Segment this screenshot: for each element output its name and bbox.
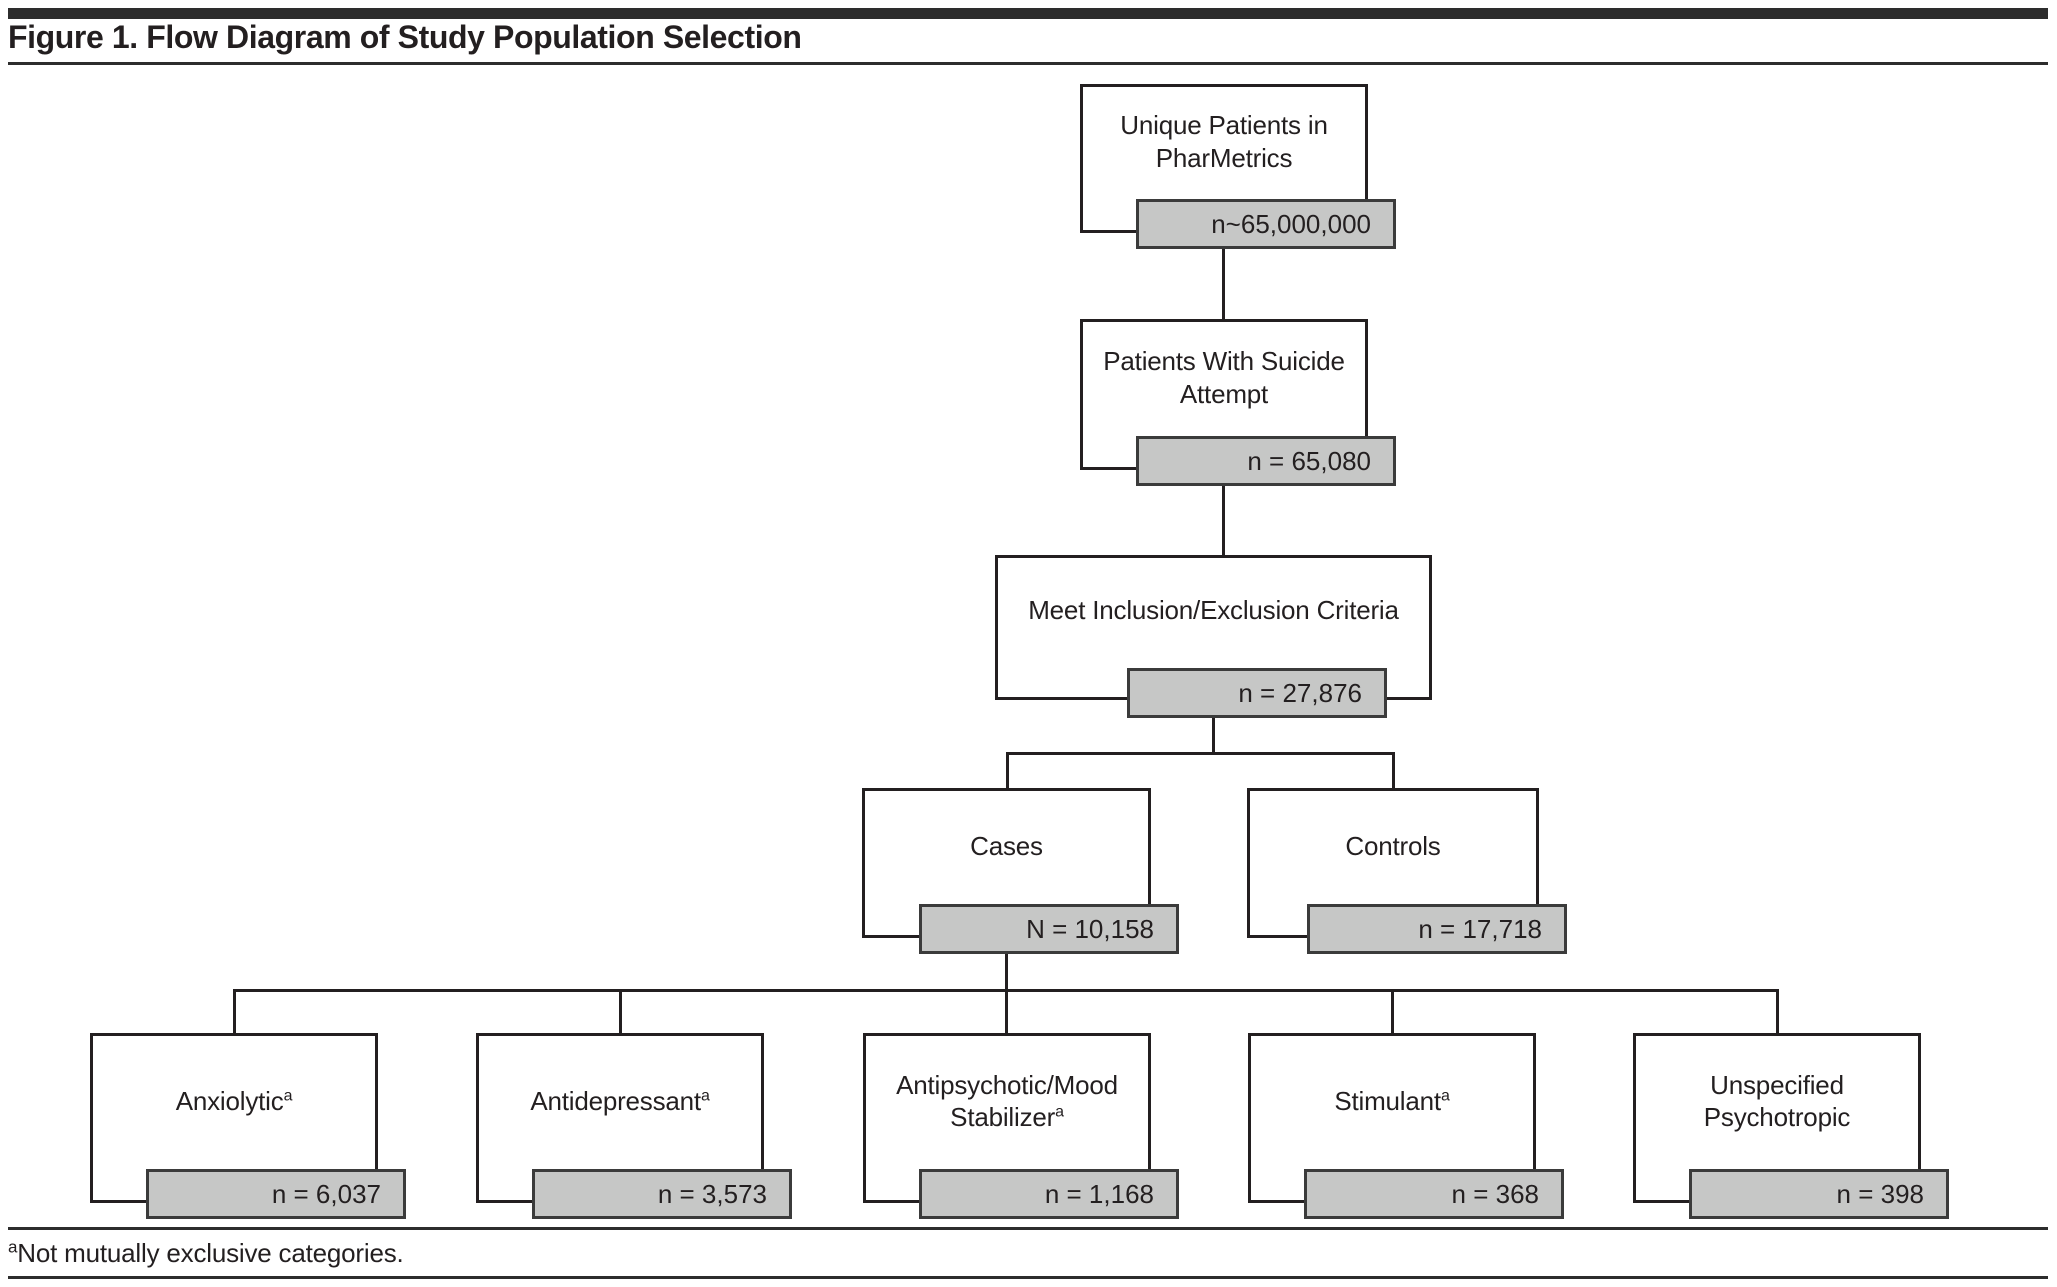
footnote: aNot mutually exclusive categories. [8,1238,404,1269]
node-stimulant: Stimulanta n = 368 [1248,1033,1564,1219]
node-stimulant-count-badge: n = 368 [1304,1169,1564,1219]
node-antipsychotic-mood-stabilizer-count-badge: n = 1,168 [919,1169,1179,1219]
node-label-superscript: a [1055,1103,1064,1121]
node-controls: Controls n = 17,718 [1247,788,1567,954]
connector-cases-controls-branch [1006,752,1395,755]
connector-criteria-stem [1212,716,1215,754]
node-inclusion-exclusion: Meet Inclusion/Exclusion Criteria n = 27… [995,555,1432,718]
node-label: Anxiolytica [176,1085,293,1118]
node-label: Cases [970,830,1043,863]
connector-cases-stem [1005,953,1008,991]
node-label: Antidepressanta [530,1085,710,1118]
node-label-text: Antidepressant [530,1085,701,1116]
node-cases: Cases N = 10,158 [862,788,1179,954]
connector-drop-anxiolytic [233,989,236,1035]
node-suicide-attempt: Patients With Suicide Attempt n = 65,080 [1080,319,1396,486]
title-divider [8,62,2048,65]
node-suicide-attempt-count-badge: n = 65,080 [1136,436,1396,486]
node-label-superscript: a [700,1087,710,1105]
node-controls-count-badge: n = 17,718 [1307,904,1567,954]
node-label: Unspecified Psychotropic [1650,1069,1904,1134]
node-unique-patients-count-badge: n~65,000,000 [1136,199,1396,249]
node-label-text: Anxiolytic [175,1085,284,1116]
node-label-text: Meet Inclusion/Exclusion Criteria [1028,595,1399,626]
node-label-text: Stimulant [1334,1085,1441,1116]
node-antipsychotic-mood-stabilizer: Antipsychotic/Mood Stabilizera n = 1,168 [863,1033,1179,1219]
node-label-superscript: a [283,1087,293,1105]
node-antidepressant: Antidepressanta n = 3,573 [476,1033,792,1219]
node-label: Patients With Suicide Attempt [1097,345,1351,410]
node-label: Controls [1345,830,1440,863]
connector-drop-stimulant [1391,989,1394,1035]
node-label-text: Patients With Suicide Attempt [1103,346,1345,409]
footnote-superscript: a [8,1237,18,1257]
node-label-text: Cases [970,830,1043,861]
footnote-divider-bottom [8,1276,2048,1279]
node-antidepressant-count-badge: n = 3,573 [532,1169,792,1219]
node-cases-count-badge: N = 10,158 [919,904,1179,954]
connector-drop-antidepressant [619,989,622,1035]
node-unspecified-psychotropic-count-badge: n = 398 [1689,1169,1949,1219]
node-label: Stimulanta [1334,1085,1449,1118]
node-label-text: Unique Patients in PharMetrics [1120,110,1328,173]
header-bar [8,8,2048,19]
node-label-superscript: a [1440,1087,1450,1105]
connector-drop-controls [1392,752,1395,790]
node-anxiolytic-count-badge: n = 6,037 [146,1169,406,1219]
node-label-text: Unspecified Psychotropic [1703,1069,1851,1133]
connector-suicide-to-criteria [1222,485,1225,556]
footnote-text: Not mutually exclusive categories. [17,1238,404,1268]
footnote-divider-top [8,1227,2048,1230]
node-inclusion-exclusion-count-badge: n = 27,876 [1127,668,1387,718]
node-unspecified-psychotropic: Unspecified Psychotropic n = 398 [1633,1033,1949,1219]
connector-drop-antipsychotic [1005,989,1008,1035]
node-label: Antipsychotic/Mood Stabilizera [880,1069,1134,1134]
node-label: Unique Patients in PharMetrics [1097,109,1351,174]
node-unique-patients: Unique Patients in PharMetrics n~65,000,… [1080,84,1396,249]
node-label-text: Antipsychotic/Mood Stabilizer [896,1069,1118,1133]
figure-title: Figure 1. Flow Diagram of Study Populati… [8,19,802,55]
node-anxiolytic: Anxiolytica n = 6,037 [90,1033,406,1219]
node-label: Meet Inclusion/Exclusion Criteria [1028,594,1399,627]
connector-unique-to-suicide [1222,248,1225,320]
connector-drop-cases [1006,752,1009,790]
connector-drop-unspecified [1776,989,1779,1035]
node-label-text: Controls [1345,830,1441,861]
